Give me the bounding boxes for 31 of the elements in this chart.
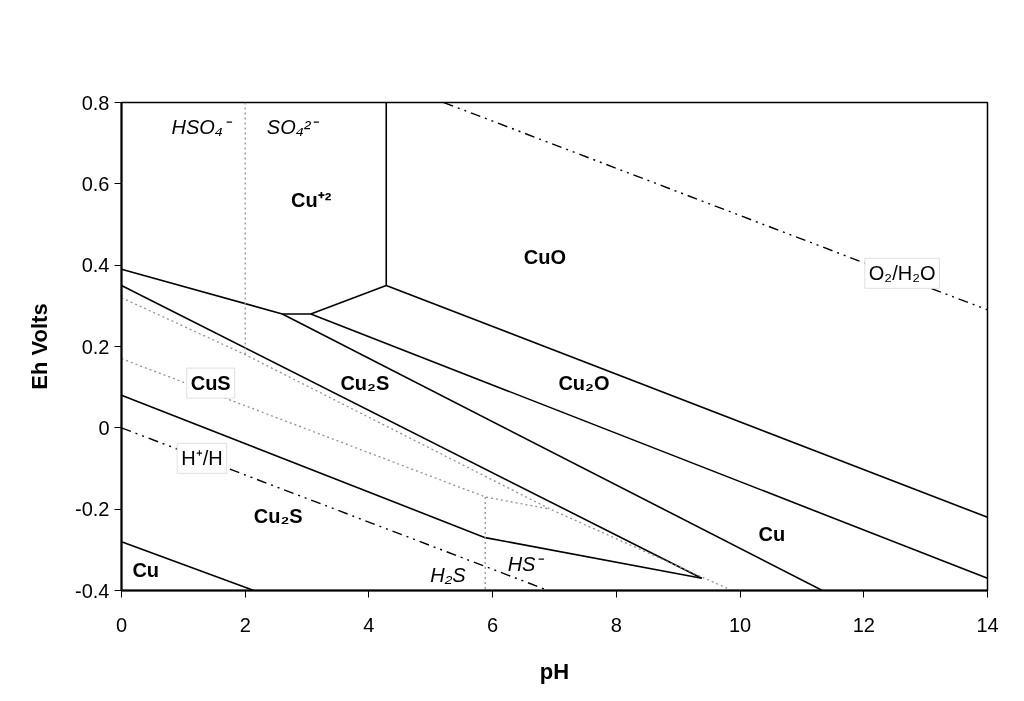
y-axis-title: Eh Volts <box>27 303 53 390</box>
x-tick-label: 10 <box>728 613 752 636</box>
y-tick-label: 0.4 <box>81 254 110 277</box>
annotation: Cu₂S <box>253 504 303 527</box>
annotation: HS⁻ <box>507 552 546 575</box>
x-tick-label: 6 <box>487 613 499 636</box>
x-axis-title: pH <box>539 658 570 684</box>
x-tick-label: 4 <box>363 613 375 636</box>
annotation: HSO₄⁻ <box>171 115 233 138</box>
annotation: H₂S <box>430 564 467 587</box>
annotation: Cu⁺² <box>290 189 332 212</box>
annotation: Cu <box>132 559 160 581</box>
x-tick-label: 2 <box>239 613 251 636</box>
y-tick-label: 0 <box>98 416 110 439</box>
x-tick-label: 8 <box>610 613 622 636</box>
y-tick-label: 0.2 <box>81 335 110 358</box>
annotation: CuS <box>190 372 231 395</box>
annotation: Cu₂S <box>340 372 390 395</box>
y-tick-label: 0.8 <box>81 91 110 114</box>
annotation: H⁺/H <box>181 447 223 470</box>
annotation: Cu₂O <box>558 372 610 395</box>
annotation: Cu <box>758 522 786 545</box>
annotation: SO₄²⁻ <box>266 115 321 138</box>
x-tick-label: 0 <box>115 613 128 636</box>
x-tick-label: 14 <box>976 613 999 636</box>
y-tick-label: -0.4 <box>75 579 110 602</box>
x-tick-label: 12 <box>852 613 875 636</box>
y-tick-label: -0.2 <box>75 498 110 521</box>
y-tick-label: 0.6 <box>81 172 110 195</box>
annotation: O₂/H₂O <box>868 262 936 285</box>
annotation: CuO <box>523 246 567 269</box>
